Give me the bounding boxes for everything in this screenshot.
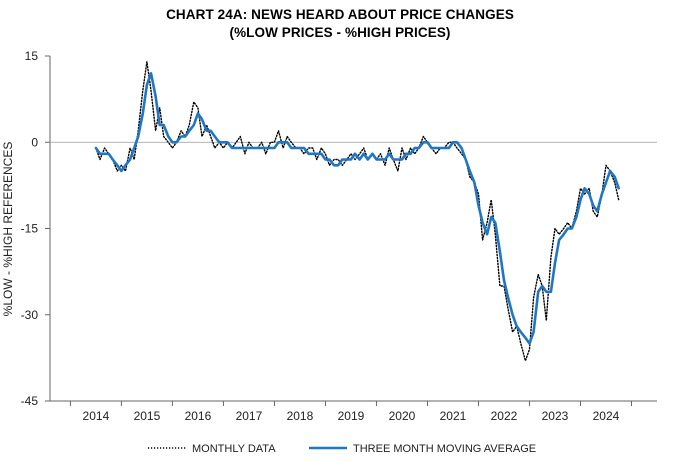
y-tick-label: 15 <box>25 49 39 63</box>
x-tick-label: 2021 <box>440 409 467 423</box>
x-tick-label: 2014 <box>83 409 110 423</box>
x-tick-label: 2020 <box>389 409 416 423</box>
title-block: CHART 24A: NEWS HEARD ABOUT PRICE CHANGE… <box>0 6 680 42</box>
y-tick-label: -15 <box>21 222 39 236</box>
x-tick-label: 2023 <box>542 409 569 423</box>
moving-average-line <box>94 72 621 345</box>
legend-label-average: THREE MONTH MOVING AVERAGE <box>353 443 536 455</box>
y-tick-label: 0 <box>31 135 38 149</box>
chart-subtitle: (%LOW PRICES - %HIGH PRICES) <box>229 25 451 40</box>
series-layer <box>94 61 621 362</box>
x-tick-label: 2015 <box>134 409 161 423</box>
legend-label-monthly: MONTHLY DATA <box>192 443 276 455</box>
x-tick-label: 2017 <box>236 409 263 423</box>
x-tick-label: 2022 <box>491 409 518 423</box>
y-axis-title: %LOW - %HIGH REFERENCES <box>1 142 15 317</box>
x-tick-label: 2018 <box>287 409 314 423</box>
chart-title: CHART 24A: NEWS HEARD ABOUT PRICE CHANGE… <box>166 7 514 22</box>
legend: MONTHLY DATA THREE MONTH MOVING AVERAGE <box>148 443 536 455</box>
x-tick-label: 2016 <box>185 409 212 423</box>
axes: 15 0 -15 -30 -45 2014 2015 2016 2017 2018 2019 2020… <box>21 49 657 423</box>
x-tick-label: 2019 <box>338 409 365 423</box>
y-tick-label: -45 <box>21 394 39 408</box>
monthly-data-line <box>95 61 620 362</box>
y-tick-label: -30 <box>21 308 39 322</box>
x-tick-label: 2024 <box>593 409 620 423</box>
